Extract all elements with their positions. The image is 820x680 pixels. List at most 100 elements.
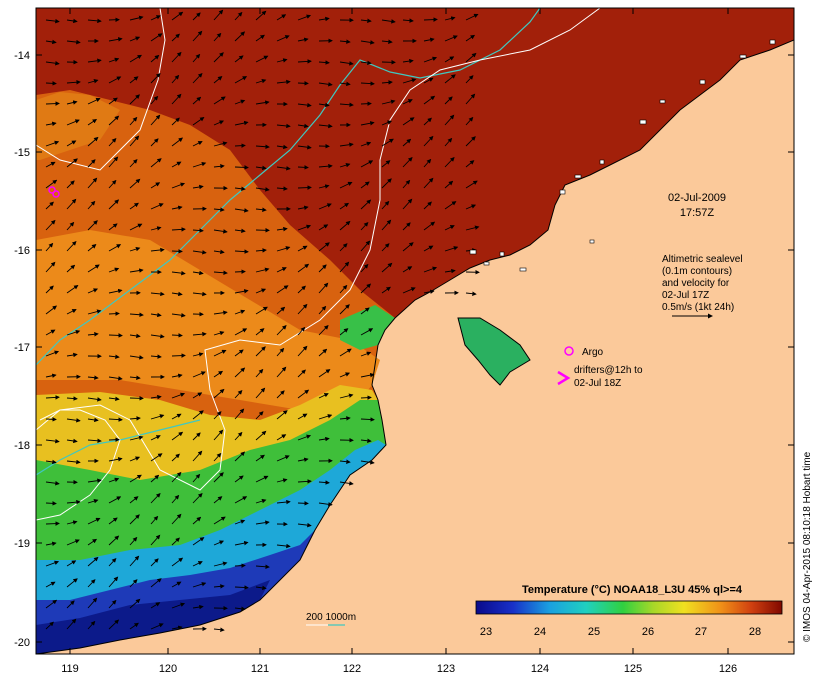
- velocity-arrow: [360, 222, 369, 231]
- velocity-arrow: [213, 207, 225, 212]
- velocity-arrow: [444, 74, 456, 84]
- velocity-arrow: [171, 333, 183, 338]
- velocity-arrow: [129, 246, 141, 252]
- velocity-arrow: [171, 270, 186, 276]
- legend-line-5: 0.5m/s (1kt 24h): [662, 302, 734, 313]
- velocity-arrow: [171, 537, 180, 546]
- velocity-arrow: [45, 285, 54, 294]
- velocity-arrow: [255, 387, 266, 399]
- velocity-arrow: [192, 537, 205, 546]
- velocity-arrow: [255, 267, 270, 273]
- velocity-arrow: [66, 309, 77, 315]
- velocity-arrow: [213, 411, 222, 420]
- velocity-arrow: [234, 143, 246, 148]
- velocity-arrow: [402, 138, 412, 147]
- velocity-arrow: [45, 179, 58, 189]
- velocity-arrow: [297, 522, 312, 528]
- velocity-arrow: [276, 79, 291, 85]
- velocity-arrow: [129, 268, 144, 273]
- velocity-arrow: [192, 450, 203, 462]
- velocity-arrow: [213, 249, 225, 255]
- velocity-arrow: [339, 202, 350, 210]
- velocity-arrow: [45, 201, 54, 210]
- velocity-arrow: [192, 96, 202, 105]
- velocity-arrow: [129, 54, 142, 63]
- velocity-arrow: [255, 306, 268, 315]
- velocity-arrow: [108, 496, 122, 504]
- velocity-arrow: [339, 102, 354, 108]
- velocity-arrow: [444, 156, 455, 168]
- velocity-arrow: [87, 397, 102, 402]
- velocity-arrow: [444, 180, 454, 189]
- velocity-arrow: [297, 413, 308, 420]
- legend-line-2: (0.1m contours): [662, 266, 732, 277]
- velocity-arrow: [66, 329, 81, 336]
- velocity-arrow: [318, 348, 328, 357]
- velocity-arrow: [87, 159, 96, 168]
- velocity-arrow: [444, 56, 455, 63]
- velocity-arrow: [192, 250, 207, 255]
- velocity-arrow: [108, 333, 123, 338]
- velocity-arrow: [150, 578, 162, 588]
- velocity-arrow: [255, 100, 270, 105]
- velocity-arrow: [276, 410, 288, 420]
- velocity-arrow: [45, 599, 58, 609]
- velocity-arrow: [360, 263, 369, 273]
- velocity-arrow: [255, 207, 267, 212]
- velocity-arrow: [381, 243, 390, 252]
- velocity-arrow: [171, 205, 183, 210]
- velocity-arrow: [213, 452, 222, 462]
- velocity-arrow: [87, 309, 102, 315]
- velocity-arrow: [339, 142, 354, 147]
- velocity-arrow: [66, 459, 81, 465]
- velocity-arrow: [381, 120, 393, 126]
- velocity-arrow: [213, 330, 225, 336]
- velocity-arrow: [255, 564, 270, 570]
- legend-line-4: 02-Jul 17Z: [662, 290, 709, 301]
- velocity-arrow: [297, 224, 312, 231]
- velocity-arrow: [192, 184, 204, 190]
- velocity-arrow: [318, 123, 333, 129]
- velocity-arrow: [234, 120, 249, 126]
- velocity-arrow: [171, 625, 183, 630]
- velocity-arrow: [66, 180, 75, 189]
- velocity-arrow: [66, 100, 78, 105]
- velocity-arrow: [213, 76, 223, 84]
- velocity-arrow: [423, 201, 432, 210]
- velocity-arrow: [213, 96, 226, 105]
- lat-label-20: -20: [14, 637, 30, 649]
- velocity-arrow: [87, 538, 98, 546]
- velocity-arrow: [66, 221, 75, 231]
- velocity-arrow: [423, 266, 438, 273]
- velocity-arrow: [171, 117, 180, 126]
- velocity-arrow: [276, 347, 285, 357]
- velocity-arrow: [129, 94, 140, 105]
- velocity-arrow: [66, 418, 81, 423]
- velocity-arrow: [45, 480, 60, 486]
- velocity-arrow: [465, 13, 479, 21]
- velocity-arrow: [381, 138, 394, 147]
- velocity-arrow: [213, 310, 228, 315]
- velocity-arrow: [108, 97, 118, 105]
- velocity-arrow: [465, 291, 477, 296]
- velocity-arrow: [171, 93, 182, 105]
- velocity-arrow: [402, 179, 411, 189]
- velocity-arrow: [255, 454, 265, 462]
- velocity-arrow: [129, 178, 141, 189]
- velocity-arrows: [45, 9, 480, 632]
- velocity-arrow: [297, 479, 312, 484]
- lon-label-124: 124: [531, 663, 549, 675]
- velocity-arrow: [402, 58, 414, 64]
- velocity-arrow: [87, 18, 102, 24]
- velocity-arrow: [66, 240, 77, 252]
- velocity-arrow: [66, 284, 79, 294]
- velocity-arrow: [255, 288, 267, 294]
- velocity-arrow: [381, 19, 396, 24]
- velocity-arrow: [192, 604, 204, 610]
- velocity-arrow: [297, 37, 309, 42]
- velocity-arrow: [276, 390, 285, 399]
- velocity-arrow: [255, 165, 267, 171]
- velocity-arrow: [171, 373, 183, 378]
- velocity-arrow: [339, 181, 353, 189]
- velocity-arrow: [423, 289, 435, 294]
